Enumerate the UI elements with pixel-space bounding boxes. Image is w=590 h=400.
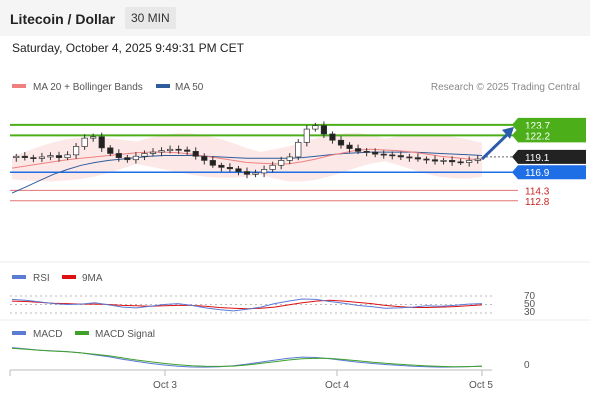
candle-body <box>269 164 276 170</box>
rsi-line <box>11 298 483 312</box>
candle-body <box>64 154 71 158</box>
candle-body <box>320 125 327 135</box>
candle-body <box>90 136 97 139</box>
candle-body <box>466 160 473 163</box>
level-tag <box>512 149 586 164</box>
candle-body <box>47 155 54 158</box>
header-bar: Litecoin / Dollar 30 MIN <box>0 0 590 36</box>
candle-body <box>312 125 319 130</box>
macd-signal-legend-swatch <box>75 331 89 335</box>
level-tag <box>512 128 586 143</box>
candle-body <box>38 156 45 159</box>
candle-body <box>149 151 157 154</box>
ma20-legend-swatch <box>12 84 26 88</box>
ma20-line <box>11 148 483 169</box>
level-tag <box>512 165 586 180</box>
candle-body <box>406 156 413 159</box>
candle-body <box>457 161 464 164</box>
candle-body <box>175 148 182 151</box>
ma50-legend-label: MA 50 <box>175 82 204 93</box>
rsi-tick-label: 70 <box>524 291 536 302</box>
candle-body <box>397 155 404 158</box>
macd-zero-label: 0 <box>524 360 530 371</box>
candle-body <box>141 153 148 157</box>
macd-signal-legend-label: MACD Signal <box>95 329 155 340</box>
rsi-ma-legend-swatch <box>62 275 76 279</box>
candle-body <box>414 157 421 160</box>
candle-body <box>192 151 199 157</box>
bollinger-band <box>12 132 482 182</box>
candle-body <box>81 137 88 147</box>
forecast-arrow-head <box>502 126 514 139</box>
level-label: 122.2 <box>525 131 550 142</box>
forecast-arrow <box>480 131 511 161</box>
candle-body <box>55 155 63 158</box>
chart-title: Litecoin / Dollar <box>10 11 116 27</box>
candle-body <box>474 158 481 161</box>
x-tick-label: Oct 4 <box>325 380 349 391</box>
x-tick-label: Oct 3 <box>153 380 177 391</box>
candle-body <box>209 160 216 166</box>
level-label: 112.8 <box>525 197 550 208</box>
candle-body <box>440 160 447 162</box>
level-label: 114.3 <box>525 186 550 197</box>
macd-legend-swatch <box>12 331 26 335</box>
macd-legend-label: MACD <box>33 329 62 340</box>
level-label: 123.7 <box>525 121 550 132</box>
candle-body <box>252 172 259 175</box>
candle-body <box>30 157 37 159</box>
candle-body <box>337 139 345 146</box>
level-label: 119.1 <box>525 153 550 164</box>
candle-body <box>184 149 191 152</box>
candle-body <box>132 155 139 161</box>
candle-body <box>286 156 293 161</box>
candle-body <box>107 147 114 154</box>
ma50-legend-swatch <box>156 84 170 88</box>
candle-body <box>226 167 233 170</box>
candle-body <box>115 153 122 158</box>
rsi-tick-label: 50 <box>524 299 536 310</box>
candle-body <box>278 160 285 166</box>
candle-body <box>243 171 251 175</box>
candle-body <box>158 150 165 153</box>
candle-body <box>449 160 456 163</box>
rsi-legend-swatch <box>12 275 26 279</box>
ma50-line <box>11 151 483 194</box>
rsi-legend-label: RSI <box>33 273 50 284</box>
x-tick-label: Oct 5 <box>469 380 493 391</box>
candle-body <box>218 164 225 168</box>
candle-body <box>423 158 430 161</box>
candle-body <box>201 155 208 161</box>
ma20-legend-label: MA 20 + Bollinger Bands <box>33 82 143 93</box>
timeframe-button[interactable]: 30 MIN <box>125 7 176 29</box>
macd-line <box>11 347 483 368</box>
candle-body <box>372 151 379 155</box>
candle-body <box>346 144 353 149</box>
chart-datetime: Saturday, October 4, 2025 9:49:31 PM CET <box>12 41 244 55</box>
candle-body <box>98 136 105 149</box>
candle-body <box>380 153 387 156</box>
candle-body <box>389 154 396 157</box>
candle-body <box>13 155 20 158</box>
macd-signal-line <box>11 347 483 368</box>
candle-body <box>235 168 242 172</box>
candle-body <box>124 157 131 161</box>
rsi-ma-legend-label: 9MA <box>82 273 103 284</box>
level-label: 116.9 <box>525 168 550 179</box>
candle-body <box>363 151 370 153</box>
credit-text: Research © 2025 Trading Central <box>431 82 580 93</box>
candle-body <box>21 155 28 158</box>
candle-body <box>431 159 439 162</box>
candle-body <box>73 146 80 156</box>
candle-body <box>355 148 362 152</box>
rsi-tick-label: 30 <box>524 307 536 318</box>
candle-body <box>261 169 268 174</box>
candle-body <box>303 128 310 143</box>
candle-body <box>167 148 174 152</box>
candle-body <box>295 141 302 158</box>
candle-body <box>329 133 336 141</box>
